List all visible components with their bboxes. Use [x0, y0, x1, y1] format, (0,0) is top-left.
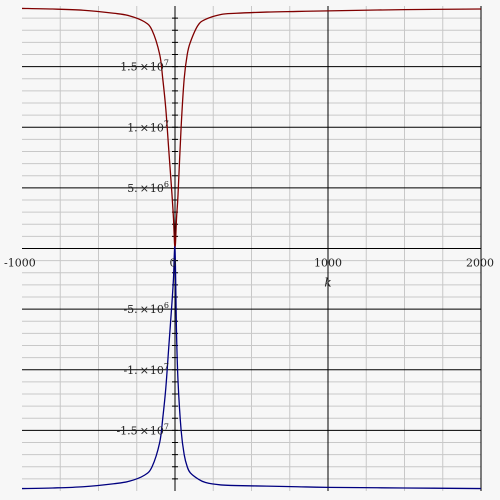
series-layer — [21, 7, 482, 490]
x-tick-label: 0 — [170, 257, 177, 270]
y-tick-mantissa: 5. — [127, 182, 138, 195]
x-tick-label: -1000 — [4, 257, 36, 270]
y-tick-exponent: 7 — [164, 422, 169, 431]
y-tick-exponent: 7 — [164, 119, 169, 128]
y-tick-label: -5. ×106 — [123, 301, 169, 316]
y-tick-times: × — [140, 364, 149, 377]
y-tick-label: 1. ×107 — [127, 119, 169, 134]
y-tick-base: 10 — [150, 121, 164, 134]
y-tick-label: -1. ×107 — [123, 362, 169, 377]
y-tick-exponent: 7 — [164, 59, 169, 68]
y-tick-base: 10 — [150, 424, 164, 437]
major-grid — [22, 6, 482, 491]
series-line-1 — [21, 7, 482, 250]
y-tick-base: 10 — [150, 182, 164, 195]
y-tick-exponent: 7 — [164, 362, 169, 371]
y-tick-label: 1.5 ×107 — [120, 59, 169, 74]
y-tick-times: × — [140, 424, 149, 437]
y-tick-mantissa: -1.5 — [116, 424, 137, 437]
x-axis-label: k — [324, 276, 331, 290]
y-tick-exponent: 6 — [164, 301, 169, 310]
x-tick-labels: -1000 0 1000 2000 — [4, 257, 494, 270]
y-tick-base: 10 — [150, 61, 164, 74]
series-line-2 — [21, 246, 482, 490]
y-tick-mantissa: 1.5 — [120, 61, 138, 74]
y-tick-times: × — [140, 182, 149, 195]
x-tick-label: 1000 — [314, 257, 342, 270]
y-tick-base: 10 — [150, 364, 164, 377]
y-tick-base: 10 — [150, 303, 164, 316]
y-tick-exponent: 6 — [164, 180, 169, 189]
y-tick-mantissa: -5. — [123, 303, 137, 316]
y-tick-label: 5. ×106 — [127, 180, 169, 195]
y-tick-times: × — [140, 121, 149, 134]
y-tick-label: -1.5 ×107 — [116, 422, 169, 437]
y-tick-times: × — [140, 61, 149, 74]
y-tick-mantissa: -1. — [123, 364, 137, 377]
y-tick-times: × — [140, 303, 149, 316]
x-tick-label: 2000 — [466, 257, 494, 270]
y-tick-mantissa: 1. — [127, 121, 138, 134]
